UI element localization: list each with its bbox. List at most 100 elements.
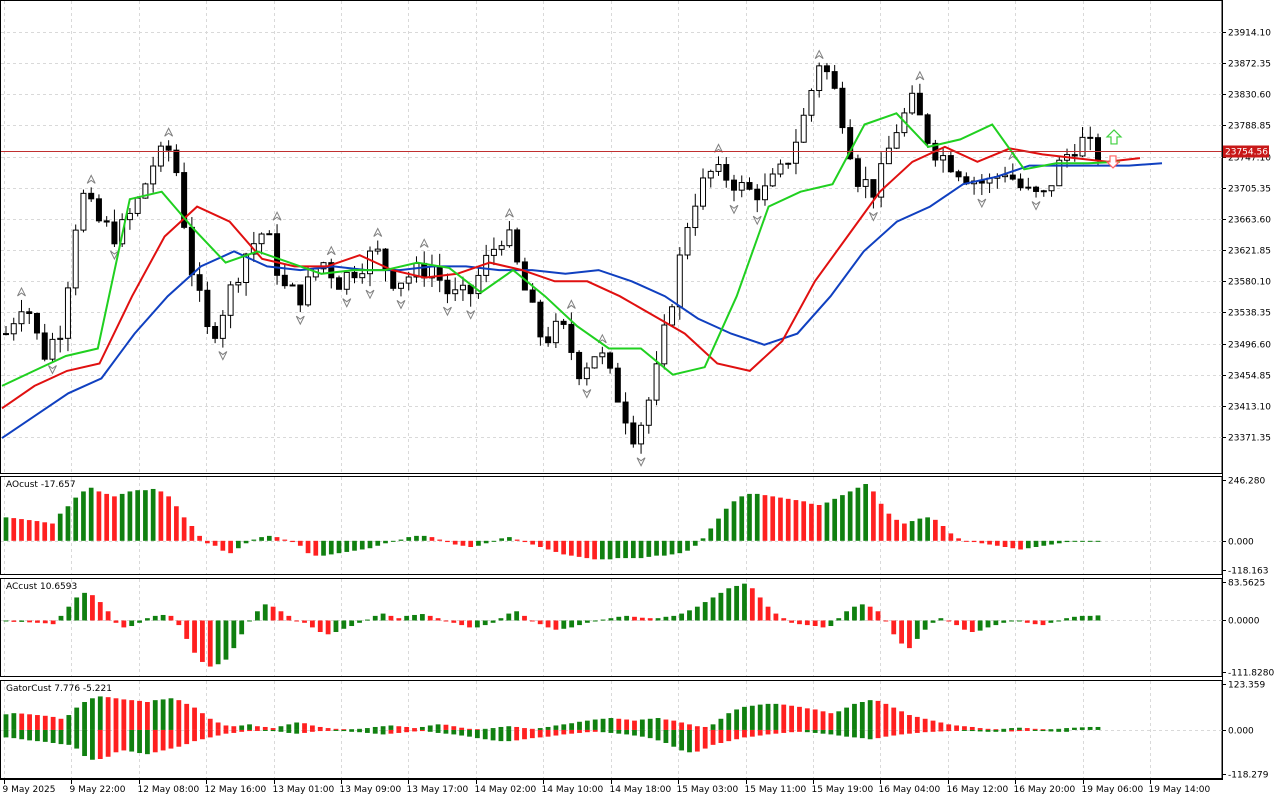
histogram-bar: [42, 522, 48, 541]
fractal-up-marker: [419, 238, 429, 248]
histogram-bar-lower: [757, 729, 763, 736]
histogram-bar: [3, 517, 9, 541]
histogram-bar: [35, 620, 40, 623]
histogram-bar: [105, 611, 111, 621]
candle-body: [893, 132, 900, 149]
candle-body: [831, 71, 838, 89]
candle-body: [607, 352, 614, 369]
time-label: 15 May 19:00: [812, 785, 874, 795]
histogram-bar: [104, 493, 110, 541]
histogram-bar: [490, 728, 496, 730]
candle-body: [1009, 174, 1016, 180]
candle-body: [219, 314, 226, 339]
histogram-bar: [383, 540, 388, 544]
histogram-bar: [113, 698, 119, 730]
histogram-bar: [925, 517, 930, 541]
candle-body: [328, 262, 335, 279]
candle-body: [1095, 137, 1101, 161]
histogram-bar: [375, 540, 381, 546]
histogram-bar-lower: [396, 729, 402, 733]
histogram-bar: [294, 620, 300, 622]
histogram-bar: [804, 708, 810, 730]
histogram-bar: [160, 614, 166, 621]
histogram-bar: [599, 540, 605, 560]
histogram-bar: [321, 540, 326, 556]
histogram-bar: [1033, 540, 1039, 547]
histogram-bar: [514, 611, 520, 621]
alligator-teeth-line: [1, 145, 1141, 410]
histogram-bar: [1087, 726, 1093, 730]
histogram-bar-lower: [160, 729, 166, 751]
histogram-bar: [773, 703, 779, 730]
histogram-bar: [954, 725, 959, 730]
time-label: 12 May 08:00: [138, 785, 200, 795]
histogram-bar: [608, 618, 614, 621]
histogram-bar: [231, 620, 237, 649]
histogram-bar-lower: [804, 729, 810, 733]
fractal-up-marker: [504, 207, 514, 218]
histogram-bar-lower: [632, 729, 637, 736]
histogram-bar-lower: [176, 729, 182, 747]
histogram-bar: [569, 540, 574, 556]
histogram-bar: [734, 585, 740, 621]
gator-indicator-pane[interactable]: [3, 696, 1101, 760]
histogram-bar-lower: [380, 729, 386, 735]
candle-body: [1048, 185, 1055, 192]
histogram-bar: [1064, 618, 1069, 621]
price-tick-label: 23747.10: [1228, 154, 1271, 164]
histogram-bar: [639, 617, 645, 621]
histogram-bar: [235, 540, 241, 549]
histogram-bar-lower: [537, 729, 543, 738]
histogram-bar: [11, 713, 17, 730]
histogram-bar: [710, 597, 716, 621]
histogram-bar-lower: [231, 729, 237, 733]
histogram-bar-lower: [137, 729, 142, 754]
histogram-bar-lower: [388, 729, 394, 734]
histogram-bar: [914, 620, 920, 639]
ao-indicator-pane[interactable]: [3, 484, 1101, 560]
histogram-bar: [396, 726, 402, 730]
histogram-bar-lower: [577, 729, 582, 733]
candle-body: [72, 229, 79, 289]
candle-body: [49, 338, 56, 360]
histogram-bar: [1009, 728, 1014, 730]
histogram-bar: [1002, 540, 1008, 547]
histogram-bar: [871, 491, 876, 541]
histogram-bar: [962, 620, 967, 630]
histogram-bar-lower: [50, 729, 56, 743]
histogram-bar: [127, 491, 133, 541]
histogram-bar-lower: [286, 729, 292, 733]
histogram-bar-lower: [11, 729, 17, 739]
histogram-bar: [946, 724, 952, 730]
candle-body: [847, 127, 854, 160]
ac-indicator-pane[interactable]: [3, 583, 1101, 667]
histogram-bar: [1079, 727, 1085, 730]
candle-body: [26, 311, 33, 314]
histogram-bar: [907, 620, 912, 649]
histogram-bar-lower: [883, 729, 889, 737]
candle-body: [103, 220, 110, 223]
main-price-pane[interactable]: [1, 49, 1222, 467]
histogram-bar-lower: [254, 729, 260, 731]
histogram-bar: [35, 715, 40, 730]
ac-label: ACcust 10.6593: [6, 582, 77, 592]
histogram-bar: [228, 540, 233, 554]
histogram-bar-lower: [514, 729, 520, 741]
histogram-bar: [797, 620, 802, 625]
histogram-bar-lower: [671, 729, 677, 747]
histogram-bar: [1072, 616, 1077, 621]
histogram-bar: [987, 540, 992, 545]
histogram-bar-lower: [121, 729, 127, 751]
histogram-bar: [121, 699, 127, 730]
indicator-tick-label: 123.359: [1228, 681, 1265, 691]
histogram-bar: [247, 620, 252, 622]
candle-body: [421, 262, 428, 279]
histogram-bar: [74, 597, 80, 621]
histogram-bar: [231, 726, 237, 730]
histogram-bar: [646, 540, 652, 557]
histogram-bar: [840, 495, 845, 541]
candle-body: [88, 192, 95, 200]
histogram-bar: [592, 540, 597, 560]
histogram-bar: [270, 606, 276, 621]
